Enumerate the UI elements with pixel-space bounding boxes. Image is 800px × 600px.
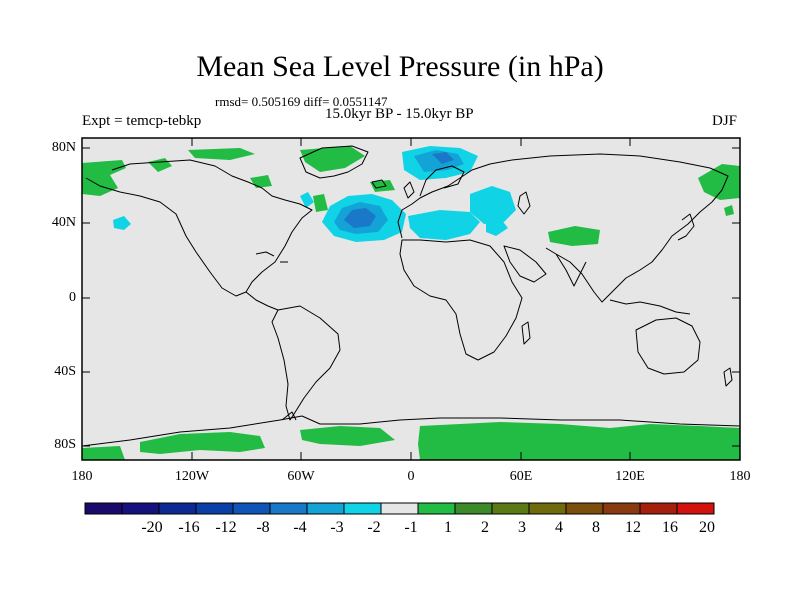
coast-iceland [371,179,387,189]
coast-antarctica [81,415,741,447]
coast-antarctic-peninsula [281,411,297,421]
negative-anomaly-regions [113,146,516,242]
neg-region-mediterranean [408,210,480,240]
coast-central-america [245,291,279,311]
experiment-label: Expt = temcp-tebkp [82,113,202,129]
lon-label-60e: 60E [509,469,533,484]
colorbar-label: -12 [215,519,237,536]
colorbar-label: 8 [592,519,600,536]
pos-region-tibet [548,226,600,246]
colorbar-label: 20 [699,519,715,536]
coast-india [555,253,587,287]
coast-scandinavia [419,165,465,197]
pos-region-antarctica-pacific [82,446,125,460]
colorbar-label: -8 [256,519,270,536]
positive-anomaly-regions [82,146,740,460]
coast-japan [677,213,695,241]
colorbar-swatch [306,502,345,515]
pos-region-norway-sea [370,180,395,192]
neg-region-north-atlantic-core [344,208,376,228]
colorbar-swatch [84,502,123,515]
map-background [82,138,740,460]
colorbar-label: -16 [178,519,200,536]
colorbar-label: 1 [444,519,452,536]
coast-greenland [299,145,369,179]
coast-europe [397,159,513,239]
lon-ticks [81,138,741,460]
colorbar-label: 2 [481,519,489,536]
colorbar-label: 4 [555,519,563,536]
colorbar-swatch [639,502,678,515]
lon-label-120e: 120E [615,469,645,484]
neg-region-barents-core [432,152,454,164]
colorbar-swatch [528,502,567,515]
coast-new-zealand [723,367,733,387]
coast-arabia [503,245,547,283]
lon-label-60w: 60W [287,469,315,484]
season-label: DJF [712,113,738,129]
colorbar-swatch [195,502,234,515]
coast-australia [635,317,701,375]
colorbar-label: -20 [141,519,163,536]
coast-south-america [271,305,341,421]
lon-label-180w: 180 [71,469,93,484]
colorbar-label: -1 [404,519,418,536]
pos-region-antarctica-west [140,432,265,454]
pos-region-antarctica-atlantic [300,426,395,446]
lon-label-0: 0 [407,469,415,484]
coast-caspian [517,191,531,215]
colorbar-swatch [676,502,715,515]
lon-label-120w: 120W [174,469,210,484]
lat-label-eq: 0 [69,290,76,305]
lat-label-80s: 80S [54,437,76,452]
coast-caribbean [255,251,288,263]
colorbar-swatch [454,502,493,515]
coast-north-america [85,159,313,297]
colorbar-label: -2 [367,519,381,536]
pos-region-greenland-east [300,146,365,172]
pos-region-antarctica-ross [540,432,600,448]
colorbar-label: -4 [293,519,307,536]
lat-label-80n: 80N [51,140,76,155]
coastlines [81,145,741,447]
coast-asia [511,153,729,303]
colorbar-swatch [232,502,271,515]
pos-region-arctic-north [188,148,255,160]
rmsd-diff-stats: rmsd= 0.505169 diff= 0.0551147 [215,94,388,109]
colorbar-label: -3 [330,519,344,536]
map-title: Mean Sea Level Pressure (in hPa) [196,50,604,83]
colorbar-swatch [602,502,641,515]
neg-region-north-pacific [113,216,131,230]
colorbar-swatch [491,502,530,515]
coast-indonesia [609,299,691,315]
coast-africa [399,239,523,361]
colorbar-swatch [343,502,382,515]
colorbar-swatch [269,502,308,515]
lat-ticks [82,147,740,447]
colorbar-swatch [380,502,419,515]
colorbar [84,502,715,515]
neg-region-middle-east [486,218,508,236]
pos-region-siberia-east [698,164,740,200]
period-label: 15.0kyr BP - 15.0kyr BP [325,106,474,122]
colorbar-swatch [417,502,456,515]
lat-label-40n: 40N [51,215,76,230]
colorbar-swatch [158,502,197,515]
coast-uk [403,181,415,199]
pos-region-newfoundland [313,194,328,212]
pos-region-kamchatka [724,205,734,216]
coast-madagascar [521,321,531,345]
colorbar-swatch [121,502,160,515]
lat-label-40s: 40S [54,364,76,379]
colorbar-swatch [565,502,604,515]
lon-label-180e: 180 [729,469,751,484]
neg-region-west-atlantic [300,192,314,208]
neg-region-black-sea [470,186,516,224]
colorbar-label: 3 [518,519,526,536]
colorbar-label: 16 [662,519,678,536]
colorbar-label: 12 [625,519,641,536]
